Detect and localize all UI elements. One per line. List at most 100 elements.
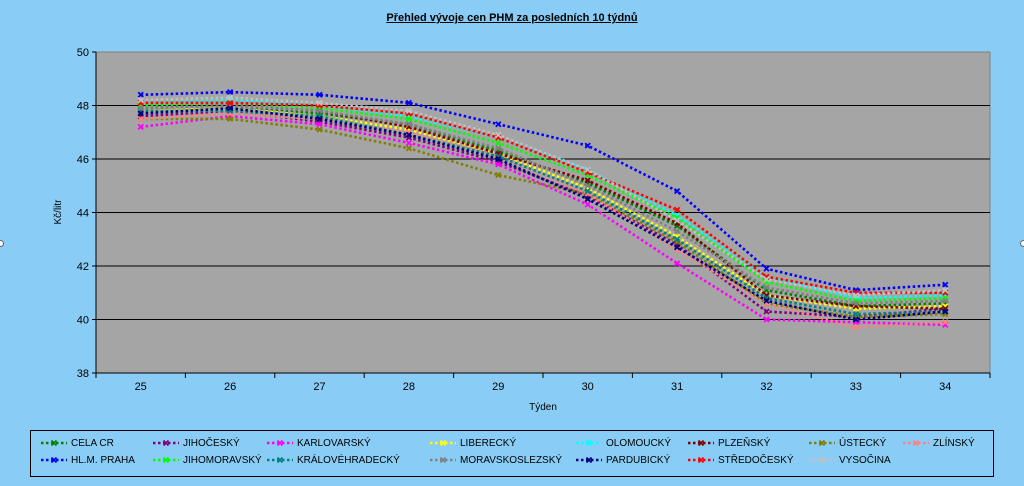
chart-resize-handle-left[interactable] xyxy=(0,240,4,247)
legend-swatch xyxy=(153,439,179,447)
legend-item: KRÁLOVÉHRADECKÝ xyxy=(267,453,400,467)
data-point xyxy=(316,115,323,123)
data-point xyxy=(673,260,681,267)
legend-label: ZLÍNSKÝ xyxy=(933,437,975,449)
legend-label: MORAVSKOSLEZSKÝ xyxy=(460,454,563,466)
legend-item: JIHOMORAVSKÝ xyxy=(153,453,262,467)
data-point xyxy=(137,115,144,123)
legend-label: PLZEŇSKÝ xyxy=(718,437,771,449)
chart-title: Přehled vývoje cen PHM za posledních 10 … xyxy=(386,12,638,24)
legend-item: KARLOVARSKÝ xyxy=(267,436,371,450)
data-point xyxy=(584,142,591,149)
series-line-hl-m-praha xyxy=(140,90,946,292)
data-point xyxy=(495,131,502,139)
data-point xyxy=(763,297,770,304)
x-axis-label: Týden xyxy=(529,402,557,413)
data-point xyxy=(852,324,860,331)
x-tick-label: 30 xyxy=(582,381,594,393)
legend-swatch xyxy=(809,456,835,464)
data-point xyxy=(942,286,949,294)
series-line-moravskoslezsk- xyxy=(140,104,946,305)
data-point xyxy=(584,182,591,189)
legend-label: LIBERECKÝ xyxy=(460,437,517,449)
series-line-karlovarsk- xyxy=(140,114,946,327)
data-point xyxy=(405,121,413,128)
x-tick-label: 28 xyxy=(403,381,415,393)
y-axis-label: Kč/litr xyxy=(53,199,64,225)
legend-label: CELA CR xyxy=(71,437,114,449)
legend-label: STŘEDOČESKÝ xyxy=(718,454,794,466)
data-point xyxy=(942,297,949,304)
legend-item: ÚSTECKÝ xyxy=(809,436,886,450)
data-point xyxy=(316,99,323,106)
series-line-libereck- xyxy=(140,106,946,311)
data-point xyxy=(495,155,502,163)
data-point xyxy=(405,115,413,123)
x-tick-label: 31 xyxy=(671,381,683,393)
chart-resize-handle-right[interactable] xyxy=(1020,240,1024,247)
legend-swatch xyxy=(576,439,602,447)
data-point xyxy=(495,171,502,179)
data-point xyxy=(137,97,144,104)
data-point xyxy=(673,228,681,235)
chart-legend: CELA CR JIHOČESKÝ KARLOVARSKÝ LIBERECKÝ OLOM… xyxy=(30,430,994,477)
x-tick-label: 26 xyxy=(224,381,236,393)
series-lines xyxy=(137,88,949,331)
data-point xyxy=(405,99,413,106)
legend-label: KARLOVARSKÝ xyxy=(297,437,371,449)
series-line-kr-lov-hradeck- xyxy=(140,109,946,316)
data-point xyxy=(763,316,770,323)
legend-item: ZLÍNSKÝ xyxy=(903,436,975,450)
axes: 38 40 42 44 46 48 50 25 26 27 28 29 30 31 32 33 34 xyxy=(77,47,991,393)
series-line-pardubick- xyxy=(140,106,946,321)
legend-swatch xyxy=(153,456,179,464)
data-point xyxy=(226,99,234,106)
data-point xyxy=(137,105,144,112)
data-point xyxy=(316,91,323,98)
series-pardubick- xyxy=(137,105,949,323)
y-tick-label: 38 xyxy=(77,368,89,380)
legend-item: PARDUBICKÝ xyxy=(576,453,670,467)
data-point xyxy=(584,201,591,208)
data-point xyxy=(763,308,770,315)
data-point xyxy=(763,276,770,283)
data-point xyxy=(852,292,860,299)
y-tick-label: 40 xyxy=(77,315,89,327)
data-point xyxy=(673,236,681,243)
legend-swatch xyxy=(688,439,714,447)
legend-swatch xyxy=(41,439,67,447)
series-line-plze-sk- xyxy=(140,104,946,311)
legend-item: HL.M. PRAHA xyxy=(41,453,135,467)
data-point xyxy=(584,195,591,203)
data-point xyxy=(942,319,949,326)
data-point xyxy=(405,139,413,147)
data-point xyxy=(405,107,413,114)
legend-item: STŘEDOČESKÝ xyxy=(688,453,794,467)
legend-item: CELA CR xyxy=(41,436,114,450)
data-point xyxy=(942,308,949,315)
x-tick-label: 27 xyxy=(313,381,325,393)
data-point xyxy=(137,91,144,98)
legend-swatch xyxy=(41,456,67,464)
data-point xyxy=(763,284,770,291)
legend-label: VYSOČINA xyxy=(839,454,891,466)
data-point xyxy=(584,177,591,184)
data-point xyxy=(226,88,234,96)
legend-swatch xyxy=(809,439,835,447)
grid-lines xyxy=(96,105,990,320)
data-point xyxy=(852,316,860,323)
data-point xyxy=(673,187,681,195)
legend-item: JIHOČESKÝ xyxy=(153,436,240,450)
data-point xyxy=(584,166,591,173)
data-point xyxy=(852,300,860,307)
data-point xyxy=(405,145,413,152)
x-tick-label: 29 xyxy=(492,381,504,393)
data-point xyxy=(584,187,591,195)
legend-item: VYSOČINA xyxy=(809,453,891,467)
x-tick-label: 34 xyxy=(939,381,951,393)
legend-item: PLZEŇSKÝ xyxy=(688,436,770,450)
data-point xyxy=(495,121,502,128)
data-point xyxy=(673,244,681,251)
y-tick-label: 46 xyxy=(77,154,89,166)
data-point xyxy=(673,206,681,213)
